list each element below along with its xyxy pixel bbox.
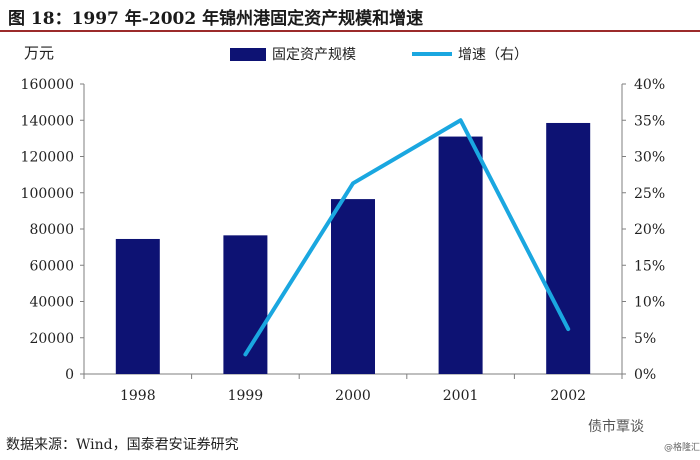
left-axis-tick-label: 40000 <box>29 295 74 311</box>
line-growth-point <box>244 353 246 355</box>
left-axis-tick-label: 140000 <box>21 113 74 129</box>
right-axis-tick-label: 15% <box>634 258 665 274</box>
line-growth-point <box>460 119 462 121</box>
left-axis-tick-label: 0 <box>65 367 74 383</box>
watermark-small: @格隆汇 <box>664 443 700 453</box>
x-axis-tick-label: 1998 <box>120 388 156 404</box>
data-source: 数据来源：Wind，国泰君安证券研究 <box>6 437 239 453</box>
right-axis-tick-label: 10% <box>634 295 665 311</box>
figure-title: 图 18：1997 年-2002 年锦州港固定资产规模和增速 <box>8 9 424 29</box>
legend-line-swatch <box>412 52 452 56</box>
line-growth-rate <box>243 118 571 357</box>
x-axis-tick-label: 2000 <box>335 388 371 404</box>
legend-bar-swatch <box>230 47 266 61</box>
line-growth-point <box>567 328 569 330</box>
right-axis-tick-label: 0% <box>634 367 656 383</box>
left-axis-tick-label: 100000 <box>21 186 74 202</box>
left-axis-unit: 万元 <box>24 44 55 62</box>
left-axis-tick-label: 80000 <box>29 222 74 238</box>
legend-line-label: 增速（右） <box>458 47 528 63</box>
left-axis-tick-label: 20000 <box>29 331 74 347</box>
bar-fixed-assets <box>546 122 591 374</box>
right-axis-tick-label: 40% <box>634 77 665 93</box>
x-axis-tick-label: 2002 <box>550 388 586 404</box>
left-axis-tick-label: 160000 <box>21 77 74 93</box>
watermark: 债市覃谈 <box>588 419 644 435</box>
right-axis-tick-label: 35% <box>634 113 665 129</box>
line-growth-point <box>352 182 354 184</box>
right-axis-tick-label: 30% <box>634 150 665 166</box>
right-axis-tick-label: 5% <box>634 331 656 347</box>
x-axis-tick-label: 1999 <box>228 388 264 404</box>
right-axis-tick-label: 20% <box>634 222 665 238</box>
title-rule <box>0 30 700 32</box>
bar-fixed-assets <box>438 136 483 374</box>
x-axis-tick-label: 2001 <box>443 388 479 404</box>
legend-bar-label: 固定资产规模 <box>272 47 356 63</box>
bar-fixed-assets <box>331 199 375 374</box>
left-axis-tick-label: 120000 <box>21 150 74 166</box>
right-axis-tick-label: 25% <box>634 186 665 202</box>
chart-legend: 固定资产规模 增速（右） <box>230 44 528 64</box>
left-axis-tick-label: 60000 <box>29 258 74 274</box>
bar-fixed-assets <box>115 238 160 374</box>
